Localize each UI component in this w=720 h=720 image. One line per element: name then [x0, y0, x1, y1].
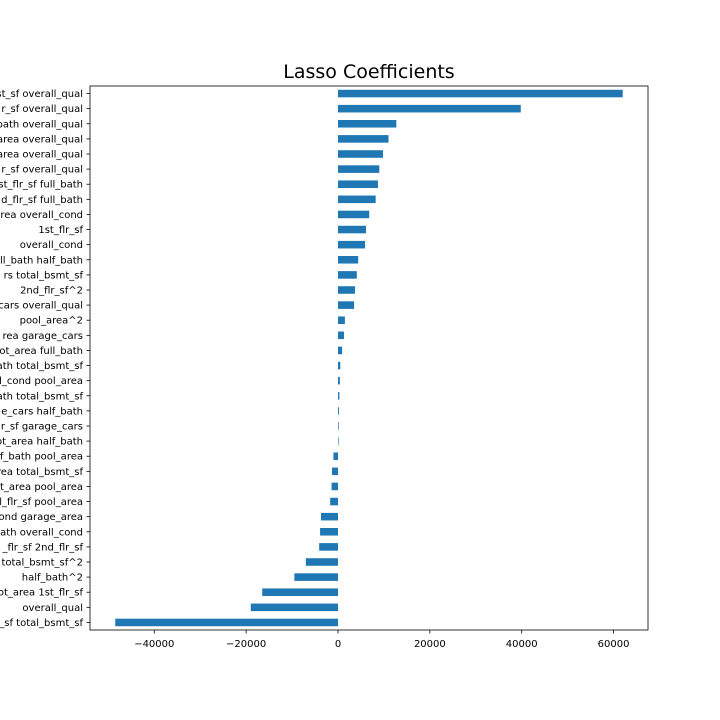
y-tick-label: ll_bath half_bath: [0, 255, 83, 266]
bar: [262, 588, 338, 596]
y-tick-label: rea total_bsmt_sf: [0, 467, 83, 478]
bar: [338, 392, 340, 400]
y-tick-label: e_cars half_bath: [1, 406, 83, 417]
y-tick-label: r_sf overall_qual: [1, 165, 83, 176]
bar: [338, 316, 345, 324]
bar: [338, 331, 344, 340]
bar: [338, 376, 340, 385]
bar: [115, 618, 338, 627]
y-tick-label: ond garage_area: [0, 512, 83, 523]
x-tick-label: 60000: [598, 639, 630, 650]
bar: [338, 150, 384, 158]
y-tick-label: overall_cond: [20, 240, 83, 251]
bar: [338, 407, 339, 415]
bar: [338, 271, 357, 279]
bar: [294, 573, 338, 581]
y-tick-label: _sf total_bsmt_sf: [0, 618, 83, 629]
y-tick-label: f_bath pool_area: [0, 452, 83, 463]
y-tick-label: _flr_sf 2nd_flr_sf: [1, 542, 83, 553]
y-tick-label: ath total_bsmt_sf: [0, 391, 83, 402]
y-tick-label: d_flr_sf full_bath: [1, 195, 83, 206]
y-tick-label: 2nd_flr_sf^2: [20, 286, 83, 297]
bar: [338, 301, 355, 309]
y-tick-label: cars overall_qual: [0, 301, 83, 312]
y-tick-label: l_cond pool_area: [0, 376, 83, 387]
bar: [305, 558, 338, 566]
y-tick-label: ot_area half_bath: [0, 437, 83, 448]
bar: [250, 603, 338, 612]
y-tick-label: area overall_qual: [0, 134, 83, 145]
bar: [338, 225, 367, 234]
y-tick-label: ot_area full_bath: [0, 346, 83, 357]
bar: [338, 135, 389, 143]
bar: [338, 286, 355, 294]
y-tick-label: st_sf overall_qual: [0, 89, 83, 100]
bar: [338, 104, 521, 113]
bar: [331, 482, 338, 491]
y-tick-label: area overall_qual: [0, 150, 83, 161]
bar: [332, 467, 338, 476]
bar: [338, 346, 343, 355]
bar: [321, 512, 338, 521]
bar: [338, 437, 339, 445]
y-tick-label: half_bath^2: [22, 573, 83, 584]
x-tick-label: 0: [335, 639, 341, 650]
bar: [330, 497, 338, 506]
y-tick-label: t_area pool_area: [0, 482, 83, 493]
y-tick-label: total_bsmt_sf^2: [1, 558, 83, 569]
x-tick-label: 20000: [414, 639, 446, 650]
y-tick-label: st_flr_sf full_bath: [0, 180, 83, 191]
y-tick-label: pool_area^2: [20, 316, 83, 327]
bar: [338, 89, 623, 98]
y-tick-label: ath total_bsmt_sf: [0, 361, 83, 372]
bar: [338, 240, 366, 249]
bar: [338, 422, 339, 430]
bar: [338, 195, 376, 204]
x-tick-label: −20000: [226, 639, 266, 650]
bar: [320, 528, 338, 536]
bar: [333, 452, 338, 460]
y-tick-label: overall_qual: [22, 603, 83, 614]
y-tick-label: ot_area 1st_flr_sf: [0, 588, 83, 599]
bar: [338, 165, 380, 173]
y-tick-label: rs total_bsmt_sf: [4, 270, 84, 281]
y-tick-label: r_sf overall_qual: [1, 104, 83, 115]
x-tick-labels: −40000 −20000 0 20000 40000 60000: [134, 630, 629, 650]
bars-group: [115, 89, 623, 627]
bar: [338, 180, 378, 188]
x-tick-label: −40000: [134, 639, 174, 650]
y-tick-label: bath overall_qual: [0, 119, 83, 130]
bar: [338, 256, 359, 264]
chart-title: Lasso Coefficients: [283, 61, 455, 83]
y-tick-label: ath overall_cond: [0, 527, 83, 538]
y-tick-label: r_sf garage_cars: [1, 422, 83, 433]
bar: [338, 120, 397, 128]
y-tick-label: 1st_flr_sf: [38, 225, 83, 236]
x-tick-label: 40000: [506, 639, 538, 650]
y-tick-label: l_flr_sf pool_area: [0, 497, 83, 508]
y-tick-label: area overall_cond: [0, 210, 83, 221]
bar: [338, 361, 341, 370]
plot-frame: [89, 85, 649, 631]
y-tick-label: rea garage_cars: [2, 331, 83, 342]
bar: [338, 210, 370, 219]
bar: [319, 543, 338, 551]
